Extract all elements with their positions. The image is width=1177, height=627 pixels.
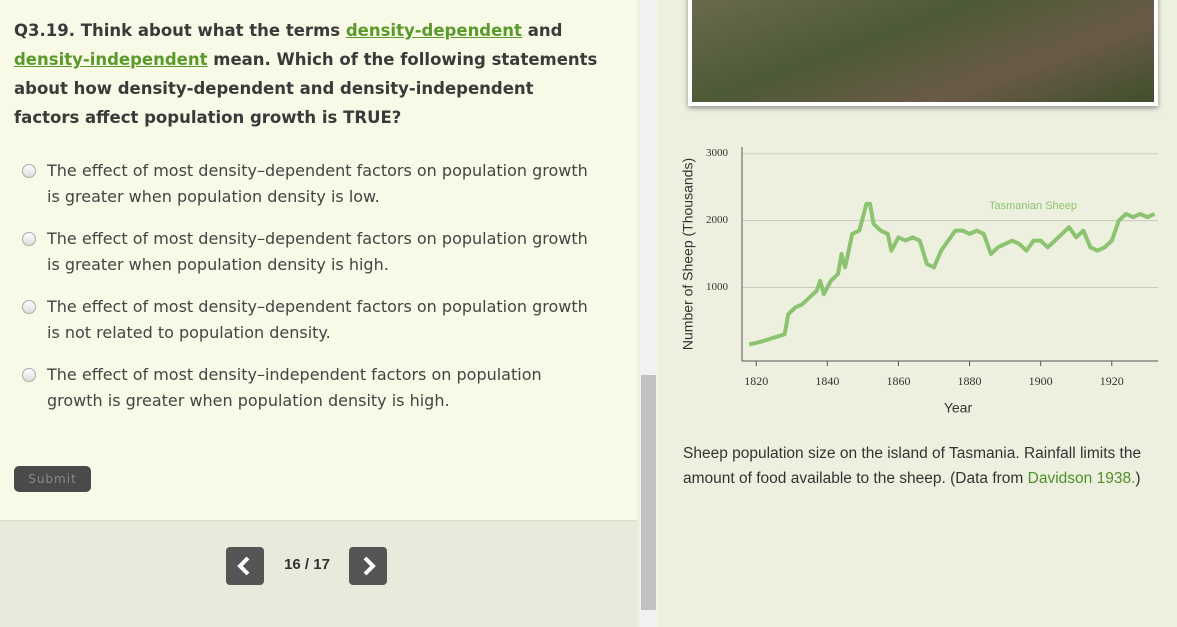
- question-text: Q3.19. Think about what the terms densit…: [14, 16, 604, 132]
- radio[interactable]: [22, 368, 36, 382]
- prev-icon: [237, 556, 250, 576]
- option-text: The effect of most density–dependent fac…: [47, 297, 588, 342]
- sheep-photo: [688, 0, 1158, 106]
- prev-button[interactable]: [226, 547, 264, 585]
- submit-button[interactable]: Submit: [14, 466, 91, 492]
- caption-text: ): [1135, 470, 1141, 487]
- y-tick-label: 2000: [706, 214, 729, 226]
- scrollbar[interactable]: [640, 0, 657, 627]
- question-text: mean. Which of the following statements …: [14, 50, 598, 127]
- series-label: Tasmanian Sheep: [989, 200, 1077, 212]
- option[interactable]: The effect of most density–dependent fac…: [22, 294, 602, 346]
- y-tick-label: 3000: [706, 147, 729, 159]
- next-button[interactable]: [349, 547, 387, 585]
- x-tick-label: 1840: [815, 374, 839, 388]
- option-text: The effect of most density–independent f…: [47, 365, 542, 410]
- option-text: The effect of most density–dependent fac…: [47, 161, 588, 206]
- nav-bar: 16 / 17: [0, 521, 637, 627]
- citation-link[interactable]: Davidson 1938.: [1027, 470, 1136, 487]
- x-tick-label: 1820: [744, 374, 768, 388]
- question-panel: Q3.19. Think about what the terms densit…: [0, 0, 637, 521]
- x-tick-label: 1900: [1029, 374, 1053, 388]
- caption: Sheep population size on the island of T…: [683, 441, 1163, 491]
- option[interactable]: The effect of most density–dependent fac…: [22, 226, 602, 278]
- scroll-thumb[interactable]: [641, 375, 656, 610]
- option-text: The effect of most density–dependent fac…: [47, 229, 588, 274]
- question-text: Q3.19. Think about what the terms: [14, 21, 346, 40]
- series-line: [748, 201, 1156, 347]
- x-tick-label: 1920: [1100, 374, 1124, 388]
- option[interactable]: The effect of most density–dependent fac…: [22, 158, 602, 210]
- term-link[interactable]: density-independent: [14, 50, 208, 69]
- radio[interactable]: [22, 300, 36, 314]
- page-position: 16 / 17: [284, 556, 330, 573]
- caption-text: Sheep population size on the island of T…: [683, 445, 1142, 487]
- radio[interactable]: [22, 232, 36, 246]
- next-icon: [363, 556, 376, 576]
- term-link[interactable]: density-dependent: [345, 21, 522, 40]
- x-tick-label: 1860: [886, 374, 910, 388]
- question-text: and: [521, 21, 563, 40]
- x-tick-label: 1880: [958, 374, 982, 388]
- options: The effect of most density–dependent fac…: [22, 158, 602, 430]
- option[interactable]: The effect of most density–independent f…: [22, 362, 602, 414]
- y-tick-label: 1000: [706, 281, 729, 293]
- y-axis-label: Number of Sheep (Thousands): [680, 158, 696, 350]
- radio[interactable]: [22, 164, 36, 178]
- x-axis-label: Year: [944, 400, 973, 416]
